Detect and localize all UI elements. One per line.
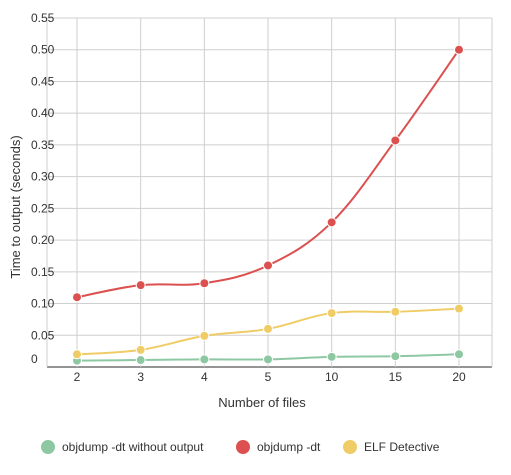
x-tick-label: 4 bbox=[201, 370, 208, 384]
data-point[interactable] bbox=[454, 349, 464, 360]
data-point[interactable] bbox=[454, 303, 464, 314]
y-tick-label: 0 bbox=[31, 352, 38, 366]
y-axis-ticks: 0 0.05 0.10 0.15 0.20 0.25 0.30 0.35 0.40 0.45 0.5… bbox=[31, 11, 55, 366]
y-tick-label: 0.55 bbox=[31, 11, 55, 25]
x-tick-label: 3 bbox=[137, 370, 144, 384]
y-axis-title: Time to output (seconds) bbox=[8, 135, 23, 278]
data-point[interactable] bbox=[390, 135, 401, 146]
series-points bbox=[72, 44, 464, 366]
data-point[interactable] bbox=[135, 344, 146, 355]
legend-swatch bbox=[343, 440, 357, 454]
data-point[interactable] bbox=[454, 44, 464, 55]
data-point[interactable] bbox=[263, 354, 273, 365]
x-axis-title: Number of files bbox=[218, 395, 306, 410]
legend-label: objdump -dt without output bbox=[62, 440, 204, 454]
legend: objdump -dt without output objdump -dt ELF… bbox=[41, 440, 440, 454]
y-tick-label: 0.30 bbox=[31, 170, 55, 184]
gridlines bbox=[46, 17, 493, 368]
y-tick-label: 0.10 bbox=[31, 297, 55, 311]
y-tick-label: 0.35 bbox=[31, 138, 55, 152]
data-point[interactable] bbox=[199, 330, 210, 341]
x-tick-label: 10 bbox=[325, 370, 339, 384]
x-axis-ticks: 2 3 4 5 10 15 20 bbox=[74, 370, 466, 384]
x-tick-label: 5 bbox=[265, 370, 272, 384]
data-point[interactable] bbox=[199, 354, 210, 365]
y-tick-label: 0.20 bbox=[31, 233, 55, 247]
legend-swatch bbox=[41, 440, 55, 454]
data-point[interactable] bbox=[390, 351, 401, 362]
y-tick-label: 0.05 bbox=[31, 328, 55, 342]
legend-label: objdump -dt bbox=[257, 440, 321, 454]
y-tick-label: 0.40 bbox=[31, 106, 55, 120]
legend-swatch bbox=[236, 440, 250, 454]
data-point[interactable] bbox=[263, 260, 273, 271]
x-tick-label: 15 bbox=[389, 370, 403, 384]
x-tick-label: 20 bbox=[452, 370, 466, 384]
data-point[interactable] bbox=[199, 278, 210, 289]
y-tick-label: 0.15 bbox=[31, 265, 55, 279]
data-point[interactable] bbox=[135, 355, 146, 366]
data-point[interactable] bbox=[263, 323, 273, 334]
data-point[interactable] bbox=[326, 308, 337, 319]
legend-label: ELF Detective bbox=[364, 440, 440, 454]
data-point[interactable] bbox=[326, 217, 337, 228]
data-point[interactable] bbox=[135, 280, 146, 291]
y-tick-label: 0.25 bbox=[31, 201, 55, 215]
y-tick-label: 0.45 bbox=[31, 74, 55, 88]
data-point[interactable] bbox=[326, 351, 337, 362]
data-point[interactable] bbox=[390, 306, 401, 317]
y-tick-label: 0.50 bbox=[31, 43, 55, 57]
data-point[interactable] bbox=[72, 349, 82, 360]
data-point[interactable] bbox=[72, 292, 82, 303]
x-tick-label: 2 bbox=[74, 370, 81, 384]
